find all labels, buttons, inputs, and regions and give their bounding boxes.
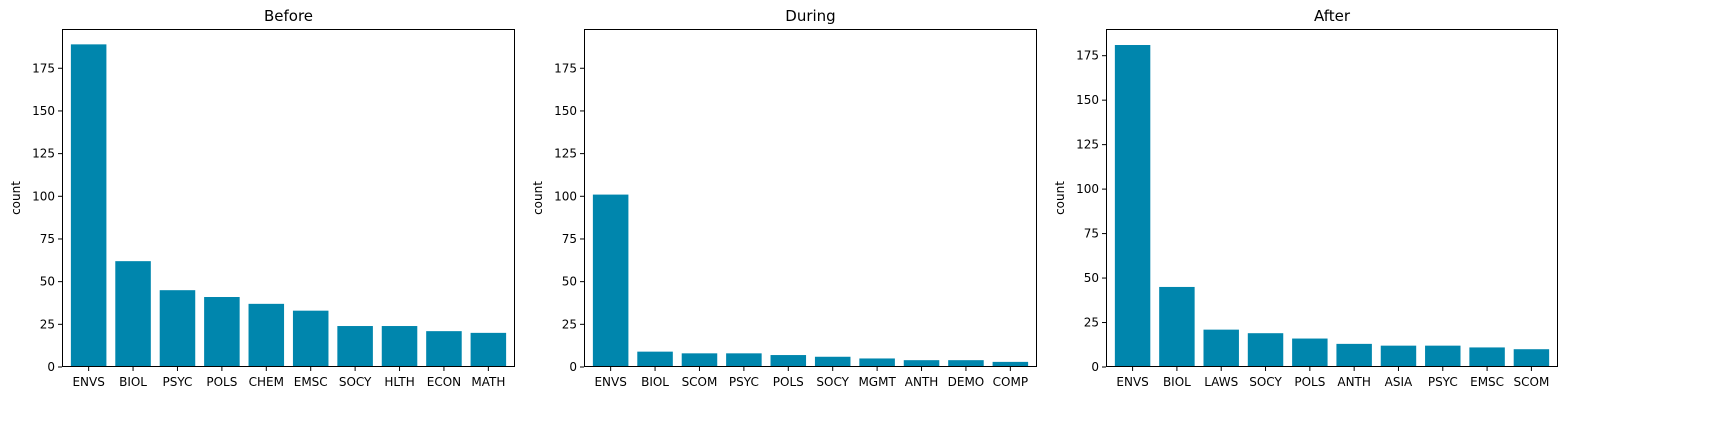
x-tick-label: SCOM — [682, 375, 718, 389]
bar-anth — [903, 360, 940, 367]
y-tick-label: 25 — [562, 317, 577, 331]
bar-pols — [1292, 338, 1328, 367]
y-tick-label: 175 — [1076, 49, 1099, 63]
y-tick-label: 150 — [554, 104, 577, 118]
x-tick-label: ENVS — [1116, 375, 1148, 389]
bar-psyc — [159, 290, 196, 367]
bar-psyc — [726, 353, 762, 367]
y-tick-label: 75 — [562, 232, 577, 246]
bar-envs — [592, 194, 629, 367]
y-tick-label: 50 — [40, 275, 55, 289]
bar-psyc — [1425, 345, 1461, 367]
x-tick-label: ECON — [427, 375, 461, 389]
y-tick-label: 75 — [40, 232, 55, 246]
y-axis-label: count — [1053, 181, 1067, 215]
y-tick-label: 75 — [1084, 227, 1099, 241]
bar-anth — [1336, 343, 1372, 367]
x-tick-label: ASIA — [1385, 375, 1413, 389]
bar-mgmt — [859, 358, 895, 367]
bar-biol — [1159, 286, 1195, 367]
x-tick-label: CHEM — [249, 375, 284, 389]
y-tick-label: 175 — [554, 61, 577, 75]
y-tick-label: 125 — [32, 147, 55, 161]
y-axis-label: count — [9, 181, 23, 215]
bar-socy — [337, 326, 373, 367]
y-tick-label: 0 — [47, 360, 55, 374]
x-tick-label: PSYC — [1428, 375, 1458, 389]
chart-title: After — [1314, 7, 1351, 25]
chart-title: Before — [264, 7, 313, 25]
x-tick-label: PSYC — [163, 375, 193, 389]
y-tick-label: 125 — [554, 147, 577, 161]
y-tick-label: 125 — [1076, 138, 1099, 152]
axes-frame — [584, 29, 1037, 367]
axes-frame — [62, 29, 515, 367]
y-tick-label: 25 — [1084, 316, 1099, 330]
x-tick-label: COMP — [993, 375, 1028, 389]
bar-scom — [681, 353, 718, 367]
x-tick-label: ANTH — [905, 375, 939, 389]
y-tick-label: 100 — [554, 189, 577, 203]
x-tick-label: POLS — [206, 375, 237, 389]
x-tick-label: MGMT — [858, 375, 896, 389]
bar-chem — [248, 303, 285, 367]
x-tick-label: PSYC — [729, 375, 759, 389]
bar-demo — [948, 360, 984, 367]
chart-title: During — [785, 7, 835, 25]
y-tick-label: 50 — [1084, 271, 1099, 285]
y-axis-label: count — [531, 181, 545, 215]
y-tick-label: 150 — [1076, 93, 1099, 107]
bar-pols — [770, 355, 807, 367]
bar-emsc — [1469, 347, 1505, 367]
bar-hlth — [381, 326, 418, 367]
y-tick-label: 50 — [562, 275, 577, 289]
x-tick-label: ANTH — [1337, 375, 1371, 389]
bar-socy — [1247, 333, 1284, 367]
y-tick-label: 100 — [1076, 182, 1099, 196]
bar-biol — [115, 261, 151, 367]
x-tick-label: SCOM — [1514, 375, 1550, 389]
x-tick-label: SOCY — [339, 375, 372, 389]
x-tick-label: HLTH — [384, 375, 414, 389]
bar-math — [470, 332, 507, 367]
bar-scom — [1513, 349, 1550, 367]
y-tick-label: 100 — [32, 189, 55, 203]
x-tick-label: POLS — [1294, 375, 1325, 389]
x-tick-label: BIOL — [1163, 375, 1191, 389]
x-tick-label: BIOL — [119, 375, 147, 389]
y-tick-label: 175 — [32, 61, 55, 75]
y-tick-label: 0 — [569, 360, 577, 374]
x-tick-label: SOCY — [1249, 375, 1282, 389]
bar-envs — [1114, 45, 1151, 367]
x-tick-label: POLS — [773, 375, 804, 389]
bar-laws — [1203, 329, 1239, 367]
y-tick-label: 0 — [1091, 360, 1099, 374]
x-tick-label: MATH — [471, 375, 505, 389]
x-tick-label: ENVS — [72, 375, 104, 389]
x-tick-label: EMSC — [1470, 375, 1504, 389]
bar-pols — [204, 297, 240, 367]
y-tick-label: 25 — [40, 317, 55, 331]
x-tick-label: SOCY — [816, 375, 849, 389]
bar-socy — [814, 356, 851, 367]
x-tick-label: LAWS — [1204, 375, 1238, 389]
x-tick-label: ENVS — [594, 375, 626, 389]
bar-biol — [637, 351, 673, 367]
bar-econ — [426, 331, 462, 367]
x-tick-label: EMSC — [294, 375, 328, 389]
bar-asia — [1380, 345, 1417, 367]
bar-comp — [992, 361, 1029, 367]
axes-frame — [1106, 29, 1558, 367]
y-tick-label: 150 — [32, 104, 55, 118]
x-tick-label: DEMO — [948, 375, 985, 389]
bar-envs — [70, 44, 107, 368]
bar-emsc — [292, 310, 329, 367]
x-tick-label: BIOL — [641, 375, 669, 389]
